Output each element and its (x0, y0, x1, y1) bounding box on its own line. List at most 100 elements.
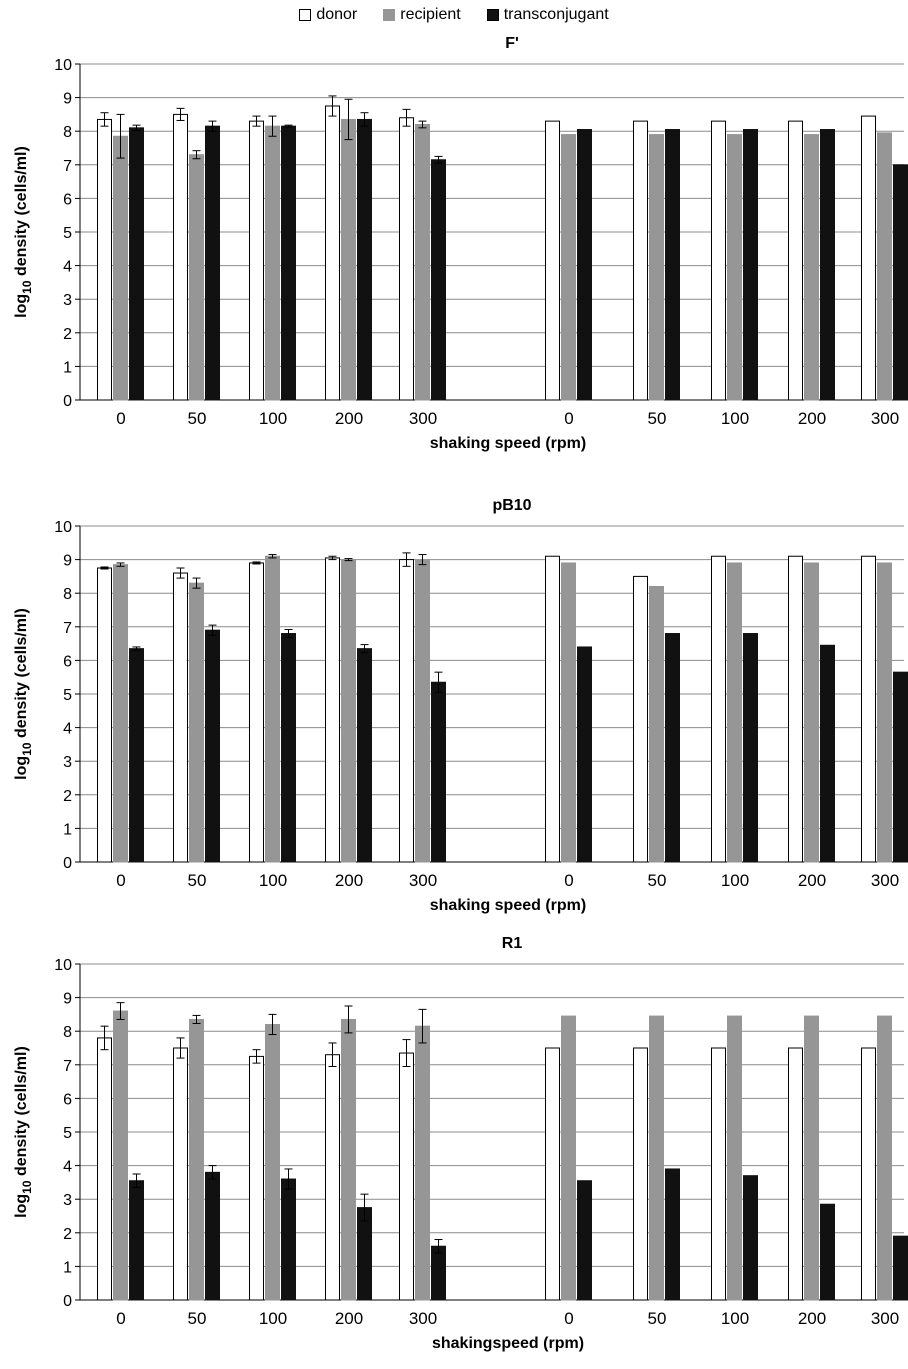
x-tick-label: 50 (648, 1309, 667, 1328)
bar-recipient (877, 1015, 892, 1301)
bar-transconjugant (357, 648, 372, 863)
x-tick-label: 100 (259, 871, 287, 890)
bar-recipient (415, 559, 430, 863)
bar-donor (97, 1037, 112, 1301)
y-tick-label: 10 (54, 57, 72, 74)
bar-donor (545, 120, 560, 401)
bar-donor (788, 120, 803, 401)
legend-item-donor: donor (299, 6, 357, 24)
bar-donor (249, 562, 264, 863)
bar-transconjugant (893, 164, 908, 401)
legend-label-transconjugant: transconjugant (503, 6, 609, 23)
x-axis-title: shaking speed (rpm) (430, 897, 586, 914)
legend-item-transconjugant: transconjugant (486, 6, 609, 24)
bar-transconjugant (820, 129, 835, 401)
y-tick-label: 7 (63, 1058, 72, 1075)
y-tick-label: 0 (63, 1293, 72, 1310)
x-axis-title: shaking speed (rpm) (430, 435, 586, 452)
bar-transconjugant (281, 125, 296, 401)
bar-transconjugant (665, 633, 680, 863)
y-axis-title-part: density (cells/ml) (13, 1046, 30, 1180)
x-tick-label: 50 (188, 871, 207, 890)
bar-recipient (727, 1015, 742, 1301)
bar-donor (173, 1047, 188, 1301)
y-tick-label: 4 (63, 721, 72, 738)
bar-recipient (341, 559, 356, 863)
bar-recipient (341, 118, 356, 401)
y-axis-title-subscript: 10 (20, 742, 34, 756)
bar-donor (545, 1047, 560, 1301)
x-tick-label: 300 (871, 871, 899, 890)
x-tick-label: 100 (721, 409, 749, 428)
y-tick-label: 8 (63, 1024, 72, 1041)
y-tick-label: 3 (63, 292, 72, 309)
bar-donor (399, 559, 414, 863)
bar-recipient (265, 1023, 280, 1301)
y-axis-title-part: log (13, 1194, 30, 1218)
x-tick-label: 50 (188, 409, 207, 428)
bar-recipient (804, 562, 819, 863)
bar-donor (97, 567, 112, 863)
x-tick-label: 50 (648, 409, 667, 428)
y-tick-label: 4 (63, 259, 72, 276)
y-tick-label: 2 (63, 1226, 72, 1243)
y-tick-label: 2 (63, 788, 72, 805)
bar-transconjugant (431, 159, 446, 401)
x-tick-label: 200 (798, 1309, 826, 1328)
bar-donor (861, 555, 876, 863)
bar-transconjugant (129, 1180, 144, 1301)
bar-donor (325, 557, 340, 863)
bar-transconjugant (281, 1178, 296, 1301)
bar-recipient (415, 1025, 430, 1301)
bar-transconjugant (577, 1180, 592, 1301)
bar-recipient (727, 562, 742, 863)
y-tick-label: 8 (63, 586, 72, 603)
y-axis-title: log10 density (cells/ml) (13, 146, 34, 318)
bar-transconjugant (665, 129, 680, 401)
y-tick-label: 0 (63, 393, 72, 410)
bar-transconjugant (281, 633, 296, 863)
x-tick-label: 0 (564, 871, 573, 890)
y-tick-label: 8 (63, 124, 72, 141)
bar-transconjugant (431, 681, 446, 863)
bar-transconjugant (820, 644, 835, 863)
bar-donor (399, 117, 414, 401)
y-tick-label: 5 (63, 225, 72, 242)
bar-recipient (877, 562, 892, 863)
x-tick-label: 0 (116, 1309, 125, 1328)
x-tick-label: 100 (721, 1309, 749, 1328)
x-tick-label: 300 (409, 1309, 437, 1328)
bar-recipient (804, 134, 819, 401)
bar-transconjugant (205, 629, 220, 863)
x-tick-label: 50 (188, 1309, 207, 1328)
bar-recipient (341, 1018, 356, 1301)
bar-recipient (804, 1015, 819, 1301)
x-tick-label: 100 (259, 409, 287, 428)
bar-donor (325, 1054, 340, 1301)
bar-transconjugant (820, 1203, 835, 1301)
bar-recipient (113, 564, 128, 863)
y-tick-label: 3 (63, 754, 72, 771)
y-tick-label: 7 (63, 158, 72, 175)
chart-title: F' (505, 35, 519, 52)
bar-recipient (649, 1015, 664, 1301)
legend-swatch-transconjugant (486, 9, 499, 21)
bar-recipient (113, 135, 128, 401)
bar-recipient (649, 134, 664, 401)
x-tick-label: 0 (116, 409, 125, 428)
x-tick-label: 200 (798, 871, 826, 890)
x-tick-label: 300 (871, 1309, 899, 1328)
y-tick-label: 9 (63, 91, 72, 108)
y-tick-label: 5 (63, 687, 72, 704)
x-tick-label: 100 (259, 1309, 287, 1328)
bar-donor (97, 118, 112, 401)
x-tick-label: 200 (335, 871, 363, 890)
bar-transconjugant (205, 1171, 220, 1301)
y-tick-label: 6 (63, 1091, 72, 1108)
x-tick-label: 200 (335, 409, 363, 428)
bar-transconjugant (129, 127, 144, 401)
bar-donor (249, 1055, 264, 1301)
bar-transconjugant (357, 118, 372, 401)
bar-donor (788, 1047, 803, 1301)
